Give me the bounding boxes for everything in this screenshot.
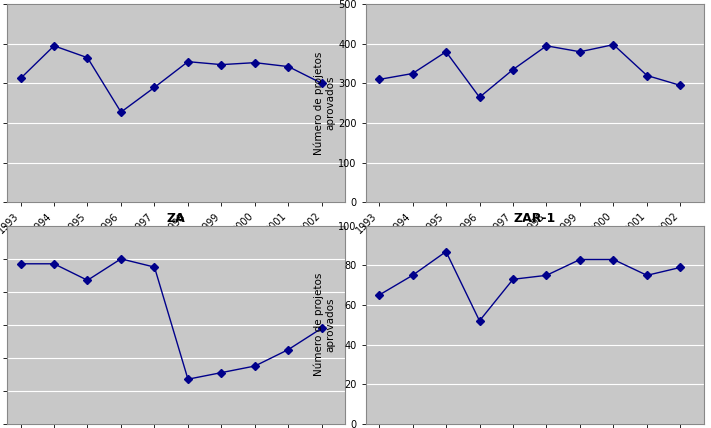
Title: ZAR-1: ZAR-1 (513, 212, 556, 225)
Title: ZAP: ZAP (162, 0, 190, 3)
Title: ZAR-2: ZAR-2 (513, 0, 556, 3)
Y-axis label: Número de projetos
aprovados: Número de projetos aprovados (314, 273, 336, 377)
Title: ZA: ZA (167, 212, 186, 225)
Y-axis label: Número de projetos
aprovados: Número de projetos aprovados (314, 51, 336, 155)
